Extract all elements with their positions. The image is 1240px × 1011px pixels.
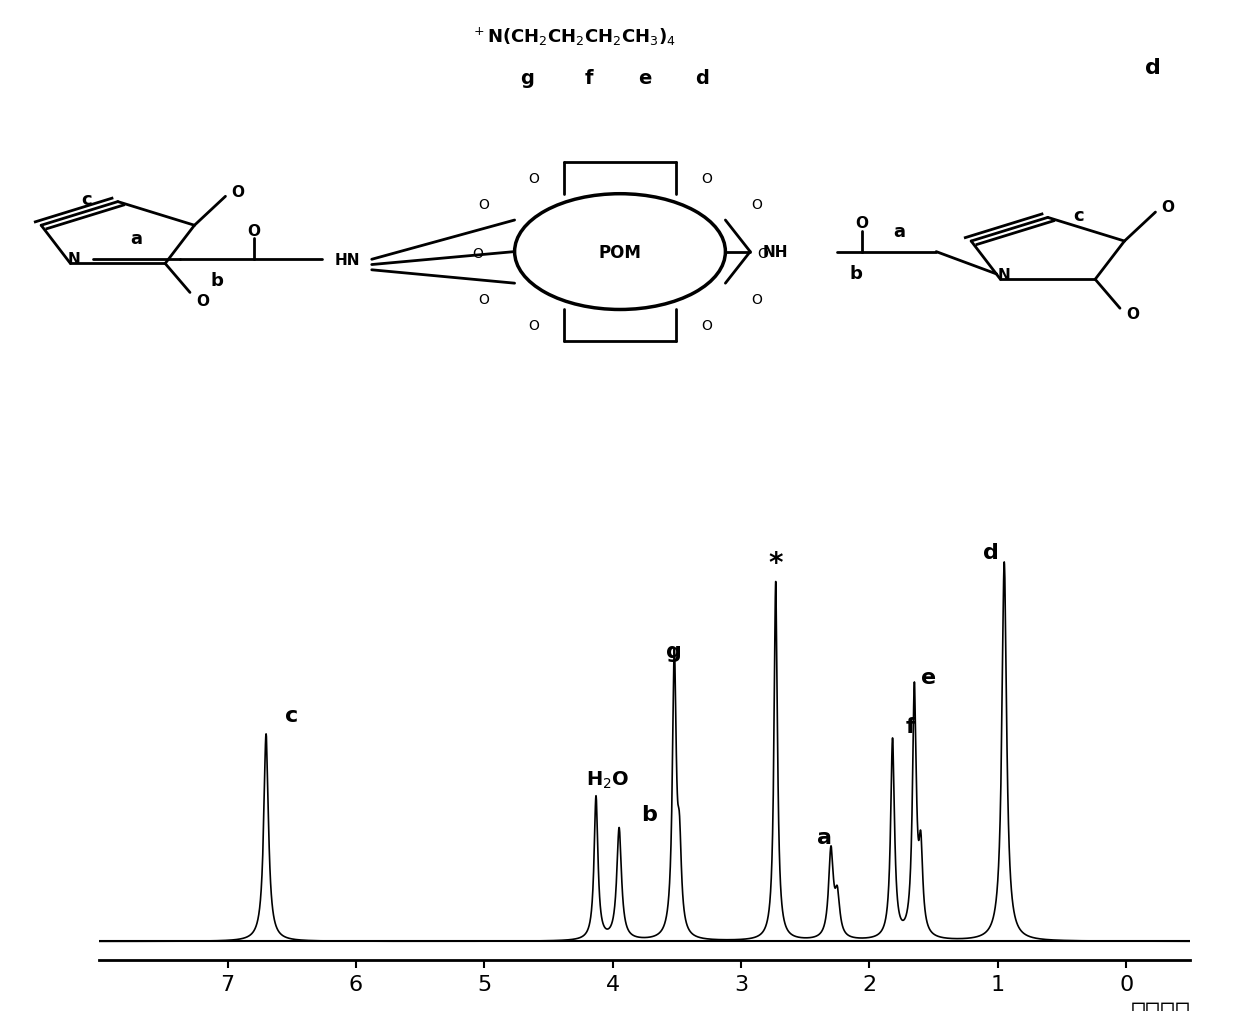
Text: O: O xyxy=(528,318,538,333)
Text: N: N xyxy=(998,267,1011,282)
Text: POM: POM xyxy=(599,244,641,261)
Text: O: O xyxy=(479,198,489,212)
Text: f: f xyxy=(905,717,915,737)
Text: a: a xyxy=(893,222,905,241)
Text: b: b xyxy=(641,804,657,824)
Text: f: f xyxy=(585,70,593,88)
X-axis label: 化学位移: 化学位移 xyxy=(1131,999,1190,1011)
Text: O: O xyxy=(1126,306,1138,321)
Text: d: d xyxy=(983,542,999,562)
Text: O: O xyxy=(479,292,489,306)
Text: O: O xyxy=(758,247,768,261)
Text: O: O xyxy=(1162,200,1174,215)
Text: O: O xyxy=(248,223,260,239)
Text: b: b xyxy=(849,265,862,282)
Text: c: c xyxy=(1074,206,1084,224)
Text: c: c xyxy=(82,191,92,208)
Text: e: e xyxy=(921,667,936,687)
Text: g: g xyxy=(520,70,534,88)
Text: O: O xyxy=(232,184,244,199)
Text: O: O xyxy=(702,318,712,333)
Text: O: O xyxy=(528,172,538,186)
Text: e: e xyxy=(639,70,651,88)
Text: O: O xyxy=(472,247,482,261)
Text: O: O xyxy=(751,198,761,212)
Text: b: b xyxy=(211,272,223,290)
Text: N: N xyxy=(68,252,81,267)
Text: H$_2$O: H$_2$O xyxy=(587,768,630,790)
Text: HN: HN xyxy=(335,253,360,268)
Text: a: a xyxy=(130,229,143,248)
Text: NH: NH xyxy=(763,245,787,260)
Text: O: O xyxy=(702,172,712,186)
Text: c: c xyxy=(285,706,299,726)
Text: O: O xyxy=(196,293,208,308)
Text: O: O xyxy=(856,216,868,231)
Text: g: g xyxy=(666,641,682,661)
Text: d: d xyxy=(1146,59,1161,78)
Text: O: O xyxy=(751,292,761,306)
Text: d: d xyxy=(694,70,709,88)
Text: a: a xyxy=(817,827,832,847)
Text: *: * xyxy=(769,550,782,577)
Text: $^+$N(CH$_2$CH$_2$CH$_2$CH$_3$)$_4$: $^+$N(CH$_2$CH$_2$CH$_2$CH$_3$)$_4$ xyxy=(471,25,676,48)
